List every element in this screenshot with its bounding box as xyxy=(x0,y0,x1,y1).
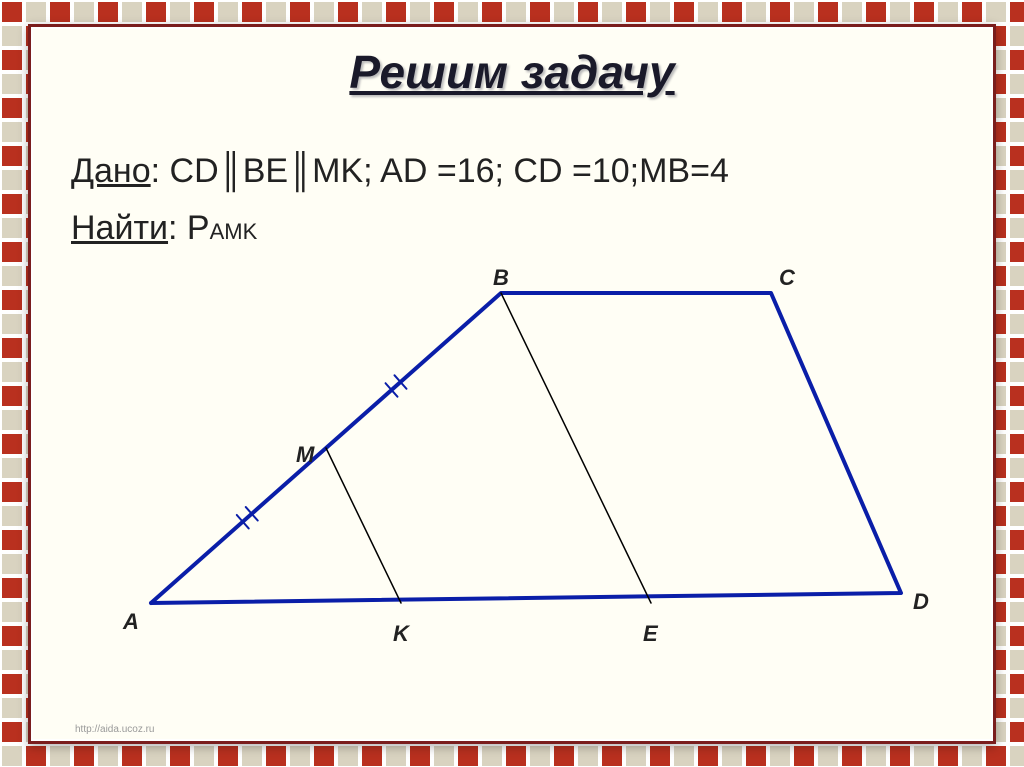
find-subscript: AMK xyxy=(210,219,258,244)
point-label-B: B xyxy=(493,265,509,291)
find-line: Найти: РAMK xyxy=(71,200,953,258)
point-label-A: A xyxy=(123,609,139,635)
footer-link: http://aida.ucoz.ru xyxy=(75,724,155,735)
find-text: : Р xyxy=(168,209,210,247)
point-label-M: M xyxy=(296,442,314,468)
slide: Решим задачу Дано: CD║BE║MK; AD =16; CD … xyxy=(28,24,996,744)
point-label-D: D xyxy=(913,589,929,615)
given-label: Дано xyxy=(71,152,151,190)
point-label-E: E xyxy=(643,621,658,647)
slide-outer-frame: Решим задачу Дано: CD║BE║MK; AD =16; CD … xyxy=(0,0,1024,767)
given-line: Дано: CD║BE║MK; AD =16; CD =10;MB=4 xyxy=(71,143,953,201)
problem-statement: Дано: CD║BE║MK; AD =16; CD =10;MB=4 Найт… xyxy=(71,143,953,259)
geometry-svg xyxy=(71,263,971,663)
point-label-K: K xyxy=(393,621,409,647)
point-label-C: C xyxy=(779,265,795,291)
given-text: : CD║BE║MK; AD =16; CD =10;MB=4 xyxy=(151,152,729,190)
diagram: A B C D M K E xyxy=(71,263,953,683)
slide-title: Решим задачу xyxy=(71,45,953,99)
find-label: Найти xyxy=(71,209,168,247)
